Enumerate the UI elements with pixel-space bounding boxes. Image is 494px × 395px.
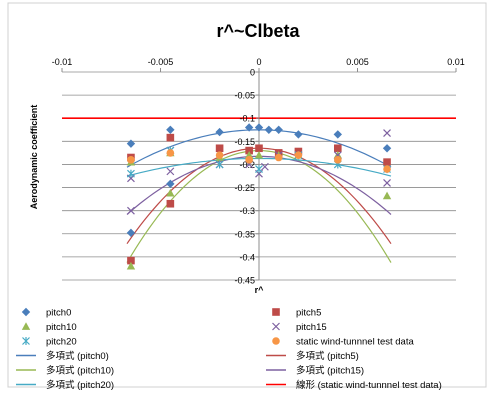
legend-item: 線形 (static wind-tunnnel test data) <box>266 379 442 391</box>
data-point <box>294 151 303 159</box>
data-point <box>215 144 224 153</box>
legend-label: static wind-tunnnel test data <box>296 337 414 348</box>
x-axis-label: r^ <box>255 285 265 295</box>
legend-marker <box>272 308 280 316</box>
legend-marker <box>21 307 31 317</box>
legend-item: pitch10 <box>21 322 77 333</box>
data-point <box>264 125 274 134</box>
data-point <box>127 169 135 178</box>
data-point <box>274 125 283 134</box>
marker-layer <box>126 123 392 270</box>
legend-item: 多項式 (pitch15) <box>266 365 364 377</box>
data-point <box>127 256 135 265</box>
y-tick-label: -0.4 <box>239 252 255 262</box>
data-point <box>166 199 175 208</box>
legend-item: 多項式 (pitch0) <box>16 350 109 362</box>
data-point <box>126 228 136 238</box>
legend-marker <box>272 337 280 345</box>
legend: pitch0 pitch5 pitch10 pitch15 pitch20 static … <box>16 308 442 391</box>
legend-item: pitch0 <box>21 307 71 319</box>
y-axis-label: Aerodynamic coefficient <box>29 105 39 210</box>
legend-label: 多項式 (pitch10) <box>46 365 114 377</box>
data-point <box>383 158 391 166</box>
data-point <box>215 160 224 169</box>
data-point <box>254 151 264 159</box>
data-point <box>383 165 391 173</box>
data-point <box>126 139 136 148</box>
x-tick-label: 0.005 <box>346 57 369 67</box>
y-tick-label: -0.45 <box>234 276 255 286</box>
y-tick-label: -0.05 <box>234 91 255 101</box>
chart-title: r^~Clbeta <box>216 21 300 41</box>
legend-item: pitch15 <box>272 322 327 333</box>
legend-item: pitch20 <box>22 337 77 348</box>
data-point <box>126 261 136 270</box>
legend-label: 多項式 (pitch5) <box>296 350 359 362</box>
legend-item: 多項式 (pitch5) <box>266 350 359 362</box>
data-point <box>166 133 175 142</box>
data-point <box>215 127 224 137</box>
legend-label: 多項式 (pitch15) <box>296 365 364 377</box>
data-point <box>127 156 135 164</box>
data-point <box>294 130 303 139</box>
chart-border <box>7 2 487 388</box>
x-tick-label: 0 <box>256 57 261 67</box>
data-point <box>166 179 175 189</box>
data-point <box>383 179 391 187</box>
series-diamond <box>126 123 392 238</box>
data-point <box>333 130 342 139</box>
y-tick-label: -0.25 <box>234 183 255 193</box>
legend-marker <box>21 322 31 330</box>
legend-label: pitch15 <box>296 322 327 333</box>
legend-item: pitch5 <box>272 308 321 319</box>
legend-label: pitch0 <box>46 308 71 319</box>
data-point <box>215 151 224 159</box>
x-tick-label: -0.005 <box>148 57 174 67</box>
legend-item: static wind-tunnnel test data <box>272 337 414 348</box>
data-point <box>274 153 283 162</box>
series-circle <box>127 149 391 173</box>
data-point <box>382 191 392 200</box>
data-point <box>245 156 253 164</box>
data-point <box>254 123 264 132</box>
data-point <box>334 156 342 164</box>
data-point <box>166 125 175 134</box>
data-point <box>383 129 391 137</box>
x-tick-label: -0.01 <box>52 57 73 67</box>
data-point <box>127 206 135 215</box>
data-point <box>382 144 392 153</box>
data-point <box>255 144 263 153</box>
y-tick-label: -0.2 <box>239 160 255 170</box>
y-tick-label: 0 <box>250 68 255 78</box>
legend-label: 多項式 (pitch0) <box>46 350 109 362</box>
axis-layer: 0 -0.05 -0.1 -0.15 -0.2 -0.25 -0.3 -0.35 -0.4 -0.… <box>52 57 465 286</box>
legend-item: 多項式 (pitch20) <box>16 379 114 391</box>
y-tick-label: -0.35 <box>234 229 255 239</box>
data-point <box>166 167 175 176</box>
legend-label: pitch5 <box>296 308 321 319</box>
x-tick-label: 0.01 <box>447 57 465 67</box>
y-tick-label: -0.15 <box>234 137 255 147</box>
data-point <box>255 165 263 174</box>
legend-marker <box>272 322 280 331</box>
legend-marker <box>22 337 30 345</box>
y-tick-label: -0.1 <box>239 114 255 124</box>
data-point <box>334 144 342 153</box>
legend-label: pitch20 <box>46 337 77 348</box>
y-tick-label: -0.3 <box>239 206 255 216</box>
data-point <box>245 146 253 155</box>
legend-label: pitch10 <box>46 322 77 333</box>
legend-item: 多項式 (pitch10) <box>16 365 114 377</box>
legend-label: 多項式 (pitch20) <box>46 379 114 390</box>
legend-label: 線形 (static wind-tunnnel test data) <box>296 379 442 390</box>
data-point <box>166 149 175 157</box>
data-point <box>166 188 175 197</box>
data-point <box>244 123 254 132</box>
data-point <box>260 162 269 171</box>
